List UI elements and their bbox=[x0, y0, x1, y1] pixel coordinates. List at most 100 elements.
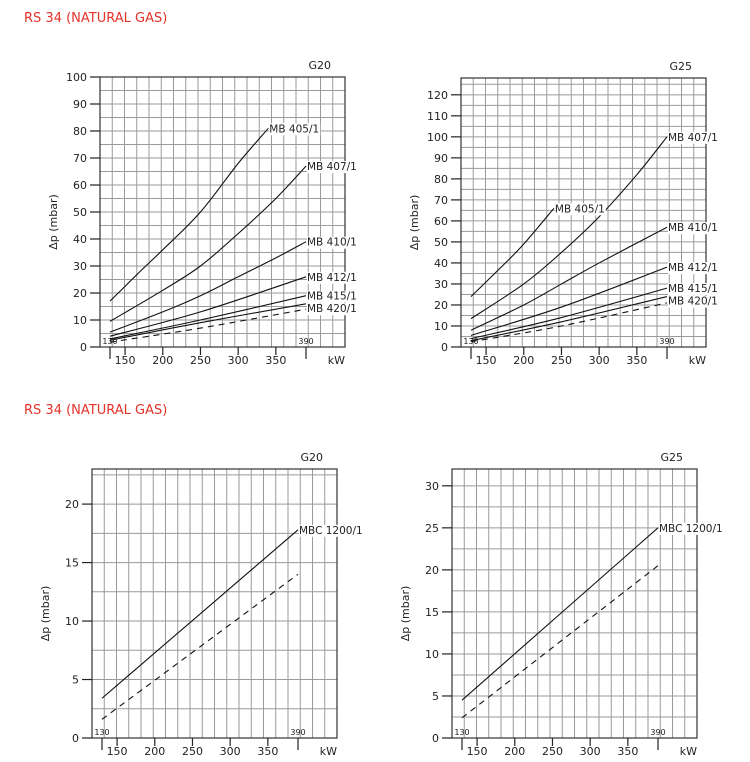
y-tick-label: 50 bbox=[73, 206, 87, 219]
range-label: 130 bbox=[94, 728, 109, 737]
series-label-bg bbox=[269, 123, 321, 136]
y-tick-label: 90 bbox=[434, 152, 448, 165]
series-label-bg bbox=[668, 131, 719, 144]
series-label: MB 415/1 bbox=[668, 283, 718, 295]
range-label: 130 bbox=[102, 337, 117, 346]
chart-1: 0 10 20 30 40 50 60 70 80 90 100 110 120 150 200 250 300… bbox=[408, 60, 719, 367]
series-line bbox=[101, 529, 299, 699]
series-label: MB 407/1 bbox=[668, 132, 718, 144]
y-tick-label: 0 bbox=[441, 341, 448, 354]
series-label: MB 412/1 bbox=[668, 262, 718, 274]
plot-frame bbox=[91, 468, 338, 739]
y-tick-label: 25 bbox=[425, 522, 439, 535]
series-label: MB 420/1 bbox=[668, 296, 718, 308]
plot-frame bbox=[451, 468, 698, 739]
x-tick-label: 250 bbox=[551, 354, 572, 367]
series-line bbox=[470, 136, 668, 320]
grid bbox=[100, 77, 345, 347]
y-tick-label: 80 bbox=[434, 173, 448, 186]
x-tick-label: 300 bbox=[220, 745, 241, 758]
series-label-bg bbox=[668, 295, 719, 308]
x-tick-label: 350 bbox=[265, 354, 286, 367]
x-axis-label: kW bbox=[680, 745, 697, 758]
x-tick-label: 250 bbox=[542, 745, 563, 758]
series-label: MB 407/1 bbox=[307, 161, 357, 173]
series-label: MB 410/1 bbox=[307, 237, 357, 249]
series-label-bg bbox=[307, 290, 358, 303]
series-label-bg bbox=[307, 303, 358, 316]
y-tick-label: 15 bbox=[425, 606, 439, 619]
x-axis-label: kW bbox=[320, 745, 337, 758]
grid bbox=[452, 469, 697, 738]
series-label: MBC 1200/1 bbox=[659, 523, 723, 535]
section-title-mb: RS 34 (NATURAL GAS) bbox=[24, 11, 168, 26]
series-line bbox=[109, 303, 307, 341]
gas-label: G25 bbox=[669, 60, 692, 73]
y-tick-label: 20 bbox=[65, 498, 79, 511]
x-tick-label: 350 bbox=[257, 745, 278, 758]
y-tick-label: 120 bbox=[427, 89, 448, 102]
x-tick-label: 300 bbox=[589, 354, 610, 367]
series-line bbox=[109, 295, 307, 340]
x-tick-label: 150 bbox=[476, 354, 497, 367]
x-tick-label: 150 bbox=[115, 354, 136, 367]
x-axis-label: kW bbox=[328, 354, 345, 367]
x-tick-label: 350 bbox=[617, 745, 638, 758]
series-line-dashed bbox=[470, 302, 668, 343]
y-tick-label: 0 bbox=[432, 732, 439, 745]
gas-label: G20 bbox=[300, 451, 323, 464]
series-line bbox=[109, 276, 307, 337]
series-label-bg bbox=[659, 522, 724, 535]
x-tick-label: 200 bbox=[152, 354, 173, 367]
y-tick-label: 10 bbox=[434, 320, 448, 333]
y-tick-label: 70 bbox=[73, 152, 87, 165]
y-tick-label: 110 bbox=[427, 110, 448, 123]
y-tick-label: 10 bbox=[65, 615, 79, 628]
chart-0: 0 10 20 30 40 50 60 70 80 90 100 150 200 250 300 350 130… bbox=[47, 59, 358, 367]
grid bbox=[92, 469, 337, 738]
series-line bbox=[109, 241, 307, 333]
range-label: 130 bbox=[454, 728, 469, 737]
series-label: MB 412/1 bbox=[307, 272, 357, 284]
y-axis-label: Δp (mbar) bbox=[39, 586, 52, 642]
y-tick-label: 30 bbox=[434, 278, 448, 291]
series-label: MBC 1200/1 bbox=[299, 525, 363, 537]
series-line bbox=[470, 287, 668, 340]
y-tick-label: 100 bbox=[427, 131, 448, 144]
series-label-bg bbox=[554, 203, 606, 216]
gas-label: G25 bbox=[660, 451, 683, 464]
series-line bbox=[470, 226, 668, 331]
plot-frame bbox=[460, 77, 707, 348]
y-tick-label: 10 bbox=[425, 648, 439, 661]
x-tick-label: 200 bbox=[513, 354, 534, 367]
range-label: 390 bbox=[659, 337, 674, 346]
y-tick-label: 5 bbox=[72, 674, 79, 687]
y-tick-label: 100 bbox=[66, 71, 87, 84]
y-axis-label: Δp (mbar) bbox=[399, 586, 412, 642]
series-line-dashed bbox=[109, 308, 307, 343]
y-tick-label: 80 bbox=[73, 125, 87, 138]
x-tick-label: 250 bbox=[190, 354, 211, 367]
y-tick-label: 0 bbox=[80, 341, 87, 354]
series-label-bg bbox=[307, 271, 358, 284]
y-tick-label: 20 bbox=[425, 564, 439, 577]
y-tick-label: 50 bbox=[434, 236, 448, 249]
series-line bbox=[470, 266, 668, 336]
x-tick-label: 250 bbox=[182, 745, 203, 758]
y-tick-label: 30 bbox=[73, 260, 87, 273]
x-tick-label: 300 bbox=[580, 745, 601, 758]
y-tick-label: 60 bbox=[73, 179, 87, 192]
y-tick-label: 40 bbox=[434, 257, 448, 270]
series-label-bg bbox=[668, 222, 719, 235]
y-tick-label: 70 bbox=[434, 194, 448, 207]
series-line bbox=[461, 527, 659, 701]
y-tick-label: 0 bbox=[72, 732, 79, 745]
y-tick-label: 20 bbox=[73, 287, 87, 300]
x-tick-label: 150 bbox=[467, 745, 488, 758]
series-line bbox=[109, 127, 269, 302]
x-tick-label: 300 bbox=[228, 354, 249, 367]
gas-label: G20 bbox=[308, 59, 331, 72]
chart-3: 0 5 10 15 20 25 30 150 200 250 300 350 130 390 kW G25 Δp… bbox=[399, 451, 724, 758]
y-tick-label: 10 bbox=[73, 314, 87, 327]
